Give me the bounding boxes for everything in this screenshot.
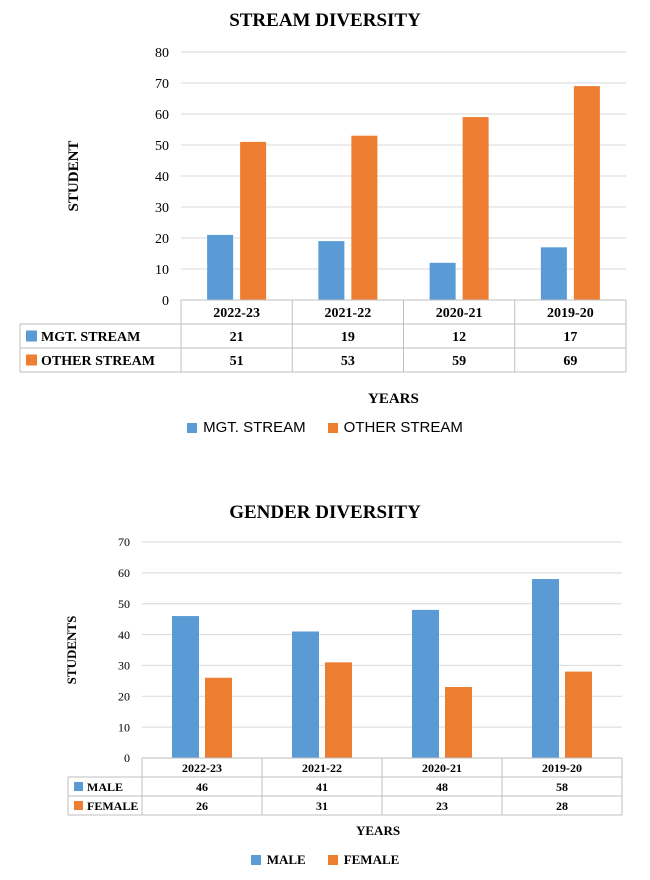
data-label: 59 <box>452 354 466 369</box>
bar-series-b <box>205 677 232 758</box>
bar-series-b <box>325 662 352 758</box>
y-tick-label: 60 <box>118 566 130 580</box>
y-tick-label: 60 <box>155 108 169 123</box>
data-label: 53 <box>341 354 355 369</box>
data-label: 48 <box>436 780 448 794</box>
y-axis-title: STUDENT <box>66 141 82 212</box>
legend-label: FEMALE <box>343 852 400 867</box>
y-tick-label: 50 <box>155 139 169 154</box>
x-tick-label: 2020-21 <box>422 761 462 775</box>
data-label: 26 <box>196 799 208 813</box>
legend-label: MGT. STREAM <box>203 419 306 436</box>
x-tick-label: 2020-21 <box>436 306 483 321</box>
bar-series-a <box>540 247 567 300</box>
bar-series-b <box>462 117 489 300</box>
data-label: 21 <box>230 330 244 345</box>
y-tick-label: 40 <box>155 170 169 185</box>
table-legend-swatch <box>26 330 37 342</box>
bar-series-b <box>573 86 600 300</box>
bar-series-a <box>412 609 439 758</box>
data-label: 69 <box>563 354 577 369</box>
table-series-label: MGT. STREAM <box>41 330 140 345</box>
legend-item-other-stream: OTHER STREAM <box>327 419 463 436</box>
y-axis-title: STUDENTS <box>64 616 79 685</box>
bar-series-a <box>172 616 199 758</box>
chart-title: GENDER DIVERSITY <box>229 502 421 523</box>
legend-item-male: MALE <box>250 852 306 868</box>
gender-chart-svg: 0 10 20 30 40 50 60 70 STUDENTS 2022-23 2021-22 202… <box>64 535 623 816</box>
table-legend-swatch <box>26 354 37 366</box>
chart-title: STREAM DIVERSITY <box>229 10 421 31</box>
y-tick-label: 30 <box>155 201 169 216</box>
legend-swatch-orange <box>327 422 338 433</box>
legend-item-mgt-stream: MGT. STREAM <box>187 419 306 436</box>
x-tick-label: 2022-23 <box>213 306 260 321</box>
y-tick-label: 20 <box>118 689 130 703</box>
bar-series-b <box>565 671 592 758</box>
bar-series-b <box>445 687 472 758</box>
table-legend-swatch <box>74 782 83 791</box>
bar-series-a <box>292 631 319 758</box>
y-tick-label: 40 <box>118 628 130 642</box>
legend-swatch-blue <box>250 855 261 865</box>
bar-series-a <box>318 241 345 300</box>
y-tick-label: 70 <box>118 535 130 549</box>
data-label: 58 <box>556 780 568 794</box>
bar-series-a <box>207 234 234 300</box>
data-label: 19 <box>341 330 355 345</box>
data-label: 17 <box>563 330 577 345</box>
stream-chart-svg: 0 10 20 30 40 50 60 70 80 STUDENT 2022-23 2021-22 20… <box>19 46 627 373</box>
legend: MGT. STREAM OTHER STREAM <box>0 419 650 436</box>
table-series-label: MALE <box>87 780 123 794</box>
data-label: 46 <box>196 780 208 794</box>
legend: MALE FEMALE <box>0 852 650 868</box>
y-tick-label: 10 <box>155 263 169 278</box>
legend-swatch-blue <box>187 422 198 433</box>
bar-series-a <box>429 262 456 300</box>
legend-label: OTHER STREAM <box>343 419 463 436</box>
data-label: 12 <box>452 330 466 345</box>
x-tick-label: 2021-22 <box>325 306 372 321</box>
y-tick-label: 0 <box>124 751 130 765</box>
data-label: 51 <box>230 354 244 369</box>
legend-item-female: FEMALE <box>327 852 400 868</box>
data-label: 41 <box>316 780 328 794</box>
x-axis-title: YEARS <box>368 391 419 407</box>
table-series-label: FEMALE <box>87 799 138 813</box>
y-tick-label: 80 <box>155 46 169 61</box>
legend-label: MALE <box>266 852 306 867</box>
y-tick-label: 20 <box>155 232 169 247</box>
stream-diversity-chart: STREAM DIVERSITY 0 10 20 30 40 50 60 70 80 STUDEN… <box>0 10 650 436</box>
table-legend-swatch <box>74 801 83 810</box>
y-tick-label: 10 <box>118 720 130 734</box>
y-tick-label: 70 <box>155 77 169 92</box>
gender-diversity-chart: GENDER DIVERSITY 0 10 20 30 40 50 60 70 STUDENTS… <box>0 490 650 880</box>
y-tick-label: 50 <box>118 597 130 611</box>
x-tick-label: 2021-22 <box>302 761 342 775</box>
x-tick-label: 2019-20 <box>542 761 582 775</box>
x-tick-label: 2019-20 <box>547 306 594 321</box>
data-label: 23 <box>436 799 448 813</box>
bar-series-a <box>532 579 559 758</box>
bar-series-b <box>240 141 267 300</box>
x-axis-title: YEARS <box>356 823 401 838</box>
y-tick-label: 0 <box>162 294 169 309</box>
data-label: 28 <box>556 799 568 813</box>
data-label: 31 <box>316 799 328 813</box>
y-tick-label: 30 <box>118 659 130 673</box>
table-series-label: OTHER STREAM <box>41 354 155 369</box>
legend-swatch-orange <box>327 855 338 865</box>
x-tick-label: 2022-23 <box>182 761 222 775</box>
bar-series-b <box>351 135 378 300</box>
